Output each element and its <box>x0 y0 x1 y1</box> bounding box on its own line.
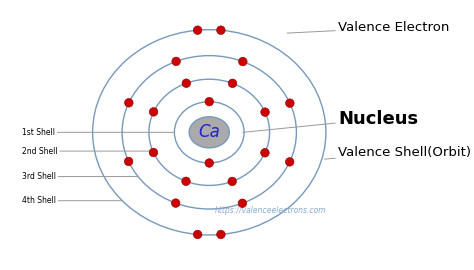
Circle shape <box>217 26 225 35</box>
Circle shape <box>149 107 158 116</box>
Circle shape <box>182 79 191 87</box>
Text: 2nd Shell: 2nd Shell <box>21 147 153 156</box>
Circle shape <box>205 97 214 106</box>
Circle shape <box>125 99 133 107</box>
Circle shape <box>205 159 214 167</box>
Circle shape <box>172 57 181 66</box>
Text: 4th Shell: 4th Shell <box>21 196 122 205</box>
Circle shape <box>193 230 202 239</box>
Circle shape <box>124 157 133 166</box>
Circle shape <box>228 177 237 186</box>
Text: Valence Shell(Orbit): Valence Shell(Orbit) <box>325 146 471 159</box>
Circle shape <box>172 199 180 207</box>
Text: 1st Shell: 1st Shell <box>21 128 174 137</box>
Circle shape <box>285 99 294 107</box>
Circle shape <box>261 108 269 116</box>
Text: https://valenceelectrons.com: https://valenceelectrons.com <box>215 205 327 215</box>
Circle shape <box>217 230 225 239</box>
Circle shape <box>193 26 202 35</box>
Circle shape <box>228 79 237 87</box>
Text: Nucleus: Nucleus <box>243 110 418 132</box>
Circle shape <box>261 148 269 157</box>
Circle shape <box>238 199 246 208</box>
Circle shape <box>238 57 247 66</box>
Text: Ca: Ca <box>198 123 220 141</box>
Circle shape <box>182 177 190 185</box>
Text: Valence Electron: Valence Electron <box>287 21 449 34</box>
Text: 3rd Shell: 3rd Shell <box>21 172 138 181</box>
Circle shape <box>285 158 294 166</box>
Ellipse shape <box>189 117 229 148</box>
Circle shape <box>149 148 158 157</box>
